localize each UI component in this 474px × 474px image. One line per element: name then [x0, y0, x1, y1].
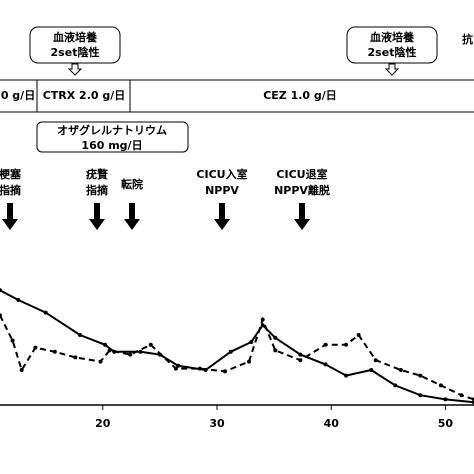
point: [0, 313, 2, 318]
culture-label: 2set陰性: [368, 45, 417, 59]
point: [228, 349, 233, 354]
point: [260, 317, 265, 322]
event-label: 梗塞: [0, 167, 22, 181]
point: [344, 342, 349, 347]
point: [16, 298, 21, 302]
drug-label: オザグレルナトリウム: [57, 123, 167, 137]
event-label: NPPV: [205, 184, 239, 197]
cut-label: 抗: [462, 32, 473, 46]
culture-label: 2set陰性: [51, 45, 100, 59]
drug-label: 160 mg/日: [81, 139, 142, 152]
treatment-label: CEZ 1.0 g/日: [263, 89, 337, 102]
point: [98, 359, 103, 364]
point: [393, 383, 398, 388]
point: [103, 342, 108, 347]
point: [0, 288, 2, 293]
culture-arrow: [384, 63, 400, 76]
event-arrow: [124, 203, 140, 230]
point: [10, 338, 15, 343]
culture-box: [346, 26, 438, 64]
point: [73, 355, 78, 360]
point: [443, 397, 448, 402]
point: [33, 345, 38, 350]
point: [323, 342, 328, 347]
point: [398, 368, 403, 372]
point: [273, 348, 278, 353]
point: [19, 368, 24, 372]
point: [52, 349, 57, 354]
point: [356, 333, 361, 337]
x-tick-label: 50: [438, 417, 454, 430]
point: [77, 333, 82, 337]
point: [197, 366, 202, 371]
point: [148, 342, 153, 347]
x-tick-label: 40: [324, 417, 340, 430]
point: [128, 352, 133, 357]
series-line: [0, 314, 474, 401]
event-label: 疣贅: [86, 167, 109, 181]
point: [418, 393, 423, 398]
culture-label: 血液培養: [370, 30, 414, 44]
drug-box: [36, 121, 189, 153]
event-label: CICU退室: [276, 167, 327, 181]
event-label: 転院: [121, 177, 143, 191]
culture-box: [29, 26, 121, 64]
point: [246, 359, 251, 364]
x-tick-label: 30: [209, 417, 225, 430]
treatment-label: 0 g/日: [1, 89, 35, 102]
x-tick-label: 20: [95, 417, 111, 430]
point: [459, 393, 464, 398]
culture-label: 血液培養: [53, 30, 97, 44]
series-line: [0, 289, 474, 404]
event-arrow: [2, 203, 18, 230]
point: [298, 358, 303, 363]
event-label: 指摘: [86, 183, 108, 197]
point: [438, 383, 443, 388]
culture-arrow: [67, 63, 83, 76]
point: [176, 363, 181, 368]
point: [273, 335, 278, 340]
point: [418, 373, 423, 378]
point: [138, 349, 143, 354]
point: [173, 366, 178, 371]
point: [373, 358, 378, 363]
treatment-label: CTRX 2.0 g/日: [43, 89, 126, 102]
event-label: NPPV離脱: [274, 183, 330, 197]
point: [298, 352, 303, 357]
event-arrow: [294, 203, 310, 230]
point: [344, 373, 349, 378]
point: [249, 340, 254, 344]
event-arrow: [214, 203, 230, 230]
point: [43, 310, 48, 315]
point: [260, 323, 265, 328]
event-arrow: [89, 203, 105, 230]
point: [323, 362, 328, 367]
point: [223, 369, 228, 374]
point: [369, 368, 374, 372]
event-label: CICU入室: [196, 167, 247, 181]
point: [107, 348, 112, 353]
event-label: 指摘: [0, 183, 21, 197]
